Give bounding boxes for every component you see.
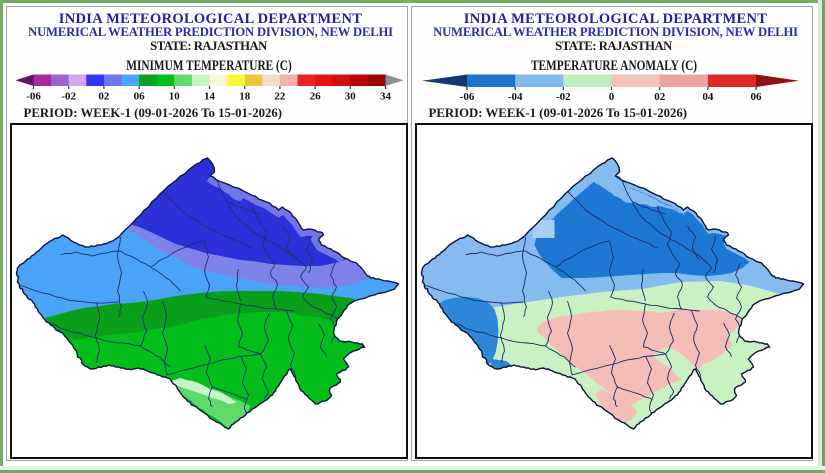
svg-text:-06: -06: [459, 91, 474, 103]
svg-text:-04: -04: [507, 91, 522, 103]
svg-text:14: 14: [204, 91, 216, 103]
svg-text:10: 10: [168, 91, 180, 103]
svg-text:-06: -06: [26, 91, 41, 103]
svg-text:22: 22: [274, 91, 286, 103]
svg-text:04: 04: [702, 91, 714, 103]
svg-text:34: 34: [380, 91, 392, 103]
svg-text:02: 02: [654, 91, 666, 103]
svg-text:02: 02: [98, 91, 110, 103]
svg-text:-02: -02: [61, 91, 76, 103]
svg-text:06: 06: [133, 91, 145, 103]
svg-text:18: 18: [239, 91, 251, 103]
svg-text:30: 30: [344, 91, 356, 103]
svg-text:06: 06: [750, 91, 762, 103]
svg-text:0: 0: [608, 91, 614, 103]
svg-text:26: 26: [309, 91, 321, 103]
svg-text:-02: -02: [555, 91, 570, 103]
